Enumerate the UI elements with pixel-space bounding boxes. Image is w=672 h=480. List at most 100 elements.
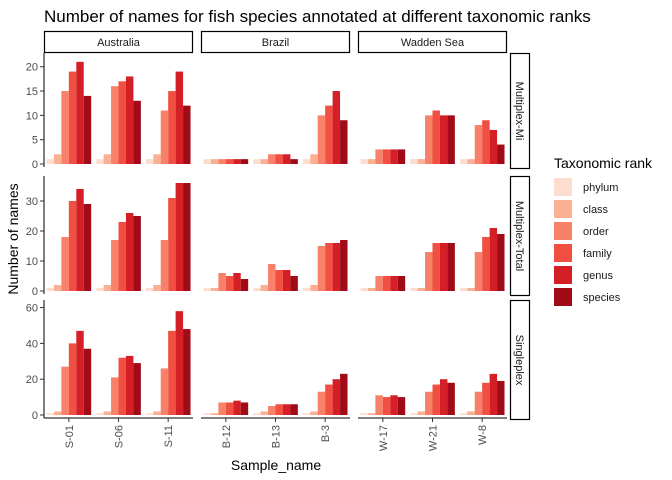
y-tick-label: 15 <box>26 86 38 98</box>
bar <box>133 100 141 164</box>
bar <box>153 411 161 415</box>
bar <box>489 373 498 415</box>
bar <box>482 120 490 164</box>
bar <box>432 243 440 291</box>
bar <box>467 411 475 415</box>
bar <box>390 276 398 291</box>
x-tick-label: B-12 <box>221 425 233 448</box>
bar <box>459 413 468 415</box>
bar <box>340 373 348 415</box>
bar <box>96 159 104 164</box>
bar <box>275 270 283 291</box>
bar <box>360 159 368 164</box>
bar <box>53 154 62 164</box>
bar <box>68 343 77 415</box>
bar <box>260 159 269 164</box>
facet-strip-column <box>43 30 194 54</box>
bar <box>111 377 119 415</box>
y-tick-label: 30 <box>26 196 38 208</box>
facet-strip-column-label: Wadden Sea <box>401 37 465 49</box>
bar <box>375 395 383 415</box>
bar <box>497 234 505 291</box>
bar <box>118 222 126 291</box>
bar <box>160 240 169 291</box>
bar <box>290 404 298 415</box>
bar <box>275 404 283 415</box>
bar <box>210 413 219 415</box>
bar <box>53 411 62 415</box>
bar <box>439 243 448 291</box>
bar <box>96 288 104 291</box>
y-tick-label: 10 <box>26 110 38 122</box>
bar <box>145 288 154 291</box>
bar <box>68 71 77 164</box>
legend-swatch <box>554 222 572 240</box>
bar <box>225 402 234 415</box>
bar <box>175 183 184 291</box>
x-tick-label: S-01 <box>64 425 76 448</box>
bar <box>282 270 291 291</box>
bar <box>268 264 276 291</box>
bar <box>447 115 455 164</box>
bar <box>397 276 406 291</box>
legend-swatch <box>554 266 572 284</box>
bar <box>410 288 418 291</box>
bar <box>160 110 169 164</box>
bar <box>233 273 241 291</box>
bar <box>240 159 249 164</box>
bar <box>325 105 333 164</box>
bar <box>125 355 134 415</box>
bar <box>417 411 426 415</box>
x-tick-label: B-3 <box>320 425 332 442</box>
y-tick-label: 5 <box>32 135 38 147</box>
bar <box>61 366 69 415</box>
bar <box>325 384 333 415</box>
x-tick-label: W-8 <box>477 425 489 445</box>
bar <box>111 240 119 291</box>
y-tick-label: 10 <box>26 256 38 268</box>
facet-strip-column-label: Brazil <box>262 37 290 49</box>
bar <box>439 379 448 415</box>
bar <box>432 384 440 415</box>
bar <box>367 288 376 291</box>
bar <box>225 159 234 164</box>
bar <box>203 159 211 164</box>
bar <box>340 120 348 164</box>
chart-title: Number of names for fish species annotat… <box>44 7 591 26</box>
facet-strip-row-label: Multiplex-Mi <box>513 82 525 141</box>
bar <box>447 382 455 415</box>
bar <box>497 380 505 415</box>
x-tick-label: W-21 <box>428 425 440 451</box>
bar <box>332 243 341 291</box>
bar <box>268 406 276 415</box>
bar <box>133 363 141 415</box>
bar <box>203 288 211 291</box>
bar <box>302 288 311 291</box>
bar <box>96 413 104 415</box>
y-tick-label: 0 <box>32 159 38 171</box>
bar <box>302 159 311 164</box>
bar <box>153 285 161 291</box>
bar <box>168 330 176 415</box>
x-tick-label: S-11 <box>163 425 175 447</box>
facet-strip-column <box>200 30 351 54</box>
bar <box>225 276 234 291</box>
bar <box>459 288 468 291</box>
bar <box>482 237 490 291</box>
bar <box>447 243 455 291</box>
bar <box>218 402 226 415</box>
bar <box>260 411 269 415</box>
bar <box>83 204 92 291</box>
bar <box>76 189 84 291</box>
bar <box>183 105 191 164</box>
bar <box>103 154 112 164</box>
bar <box>325 243 333 291</box>
bar <box>46 413 54 415</box>
bar <box>46 159 54 164</box>
y-tick-label: 60 <box>26 303 38 315</box>
legend: phylum class order family genus species <box>554 178 621 306</box>
bar <box>489 228 498 291</box>
y-tick-label: 0 <box>32 410 38 422</box>
bar <box>302 413 311 415</box>
bar <box>118 81 126 164</box>
